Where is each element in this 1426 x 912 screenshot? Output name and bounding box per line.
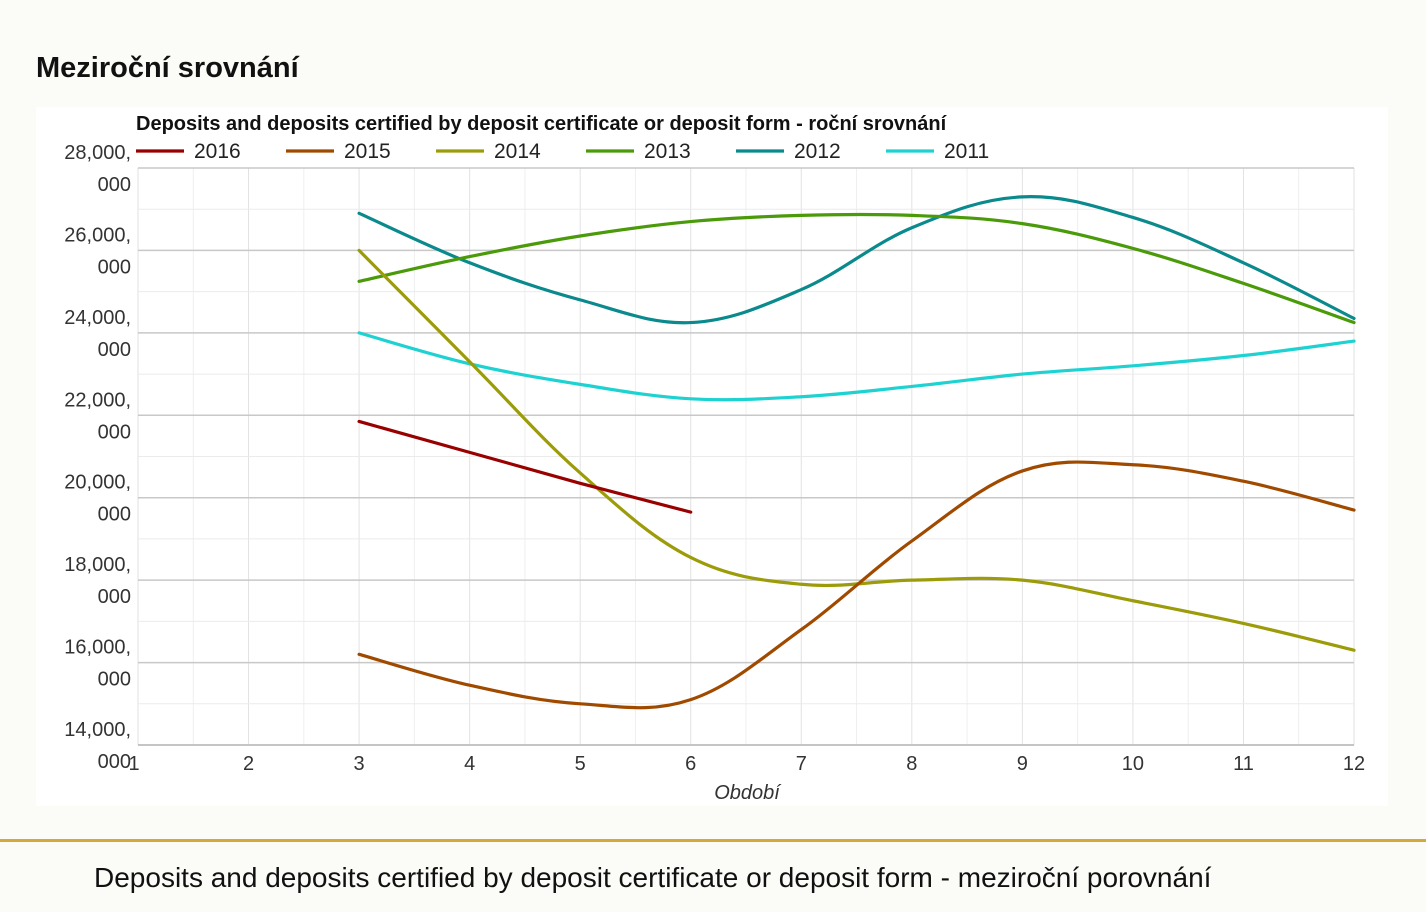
x-tick-label: 4 — [464, 753, 475, 775]
y-tick-label: 28,000, 000 — [64, 142, 131, 196]
series-line-2015 — [357, 460, 1356, 710]
x-tick-label: 3 — [354, 753, 365, 775]
y-tick-label: 20,000, 000 — [64, 472, 131, 526]
x-tick-label: 7 — [796, 753, 807, 775]
legend-layer: 2016 2015 2014 2013 2012 2011 — [136, 140, 989, 163]
y-tick-label: 16,000, 000 — [64, 637, 131, 691]
series-line-2011 — [357, 331, 1356, 402]
y-tick-label: 26,000, 000 — [64, 224, 131, 278]
series-line-2012 — [357, 195, 1356, 325]
x-tick-label: 6 — [685, 753, 696, 775]
legend-label-2013: 2013 — [644, 140, 691, 163]
axis-layer: 14,000, 000 16,000, 000 18,000, 000 20,000, 000… — [64, 142, 1365, 775]
series-line-2013 — [357, 212, 1356, 325]
x-tick-label: 11 — [1233, 753, 1254, 775]
x-tick-label: 5 — [575, 753, 586, 775]
legend-label-2014: 2014 — [494, 140, 541, 163]
chart-card: 14,000, 000 16,000, 000 18,000, 000 20,000, 000… — [36, 107, 1388, 806]
legend-label-2011: 2011 — [944, 140, 989, 163]
x-tick-label: 1 — [128, 753, 139, 775]
x-tick-label: 8 — [906, 753, 917, 775]
grid-layer — [137, 167, 1355, 746]
chart-caption: Deposits and deposits certified by depos… — [94, 862, 1212, 893]
x-tick-label: 2 — [243, 753, 254, 775]
y-tick-label: 18,000, 000 — [64, 554, 131, 608]
legend-label-2015: 2015 — [344, 140, 391, 163]
series-line-2014 — [357, 248, 1356, 652]
legend-label-2012: 2012 — [794, 140, 841, 163]
x-axis-label: Období — [714, 782, 782, 804]
y-tick-label: 22,000, 000 — [64, 389, 131, 443]
x-tick-label: 12 — [1343, 753, 1365, 775]
chart-title: Deposits and deposits certified by depos… — [136, 113, 948, 135]
series-line-2016 — [357, 419, 693, 514]
y-tick-label: 24,000, 000 — [64, 307, 131, 361]
line-chart: 14,000, 000 16,000, 000 18,000, 000 20,000, 000… — [64, 113, 1365, 804]
divider — [0, 839, 1426, 842]
x-tick-label: 9 — [1017, 753, 1028, 775]
page-heading: Meziroční srovnání — [36, 52, 299, 84]
series-layer — [357, 195, 1356, 710]
y-tick-label: 14,000, 000 — [64, 719, 131, 773]
legend-label-2016: 2016 — [194, 140, 241, 163]
x-tick-label: 10 — [1122, 753, 1144, 775]
